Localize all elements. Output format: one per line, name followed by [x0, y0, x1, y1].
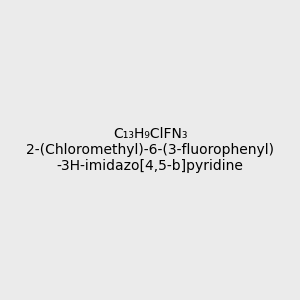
Text: C₁₃H₉ClFN₃
2-(Chloromethyl)-6-(3-fluorophenyl)
-3H-imidazo[4,5-b]pyridine: C₁₃H₉ClFN₃ 2-(Chloromethyl)-6-(3-fluorop…: [26, 127, 274, 173]
